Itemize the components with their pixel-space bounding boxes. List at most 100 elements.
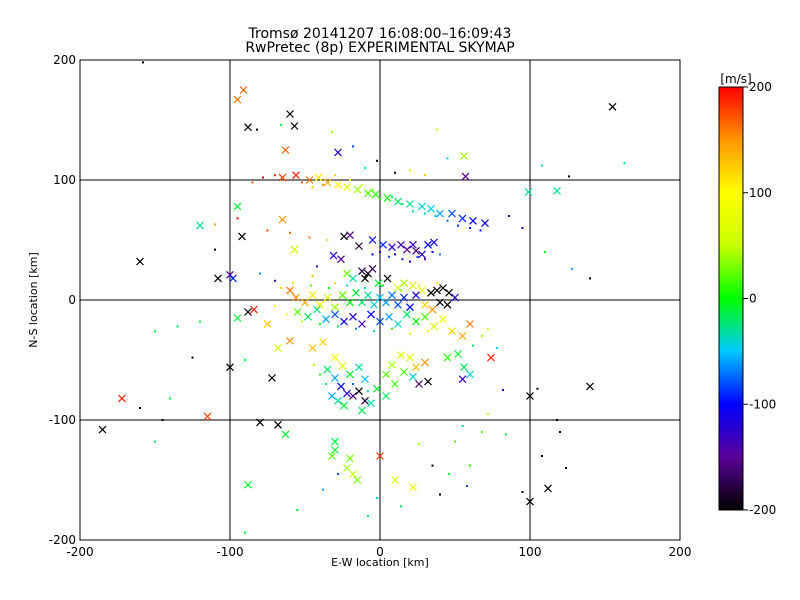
data-point-cross [334, 396, 342, 405]
data-point-cross [400, 368, 408, 376]
data-point-cross [263, 320, 272, 328]
data-point-cross [239, 86, 248, 94]
data-point-dot [301, 181, 303, 184]
data-point-cross [487, 353, 495, 362]
data-point-cross [328, 392, 336, 400]
data-point-cross [448, 327, 456, 336]
data-point-cross [274, 344, 282, 352]
data-point-cross [323, 178, 332, 187]
data-point-dot [274, 174, 276, 177]
data-point-cross [382, 298, 390, 307]
data-point-cross [361, 375, 369, 384]
data-point-cross [313, 305, 321, 314]
data-point-dot [334, 282, 336, 285]
data-point-cross [445, 288, 453, 297]
data-point-dot [568, 175, 570, 178]
data-point-dot [367, 515, 369, 517]
data-point-cross [229, 274, 237, 283]
data-point-cross [427, 204, 435, 213]
data-point-cross [443, 300, 452, 309]
data-point-dot [296, 509, 299, 511]
data-point-cross [376, 317, 384, 326]
data-point-cross [118, 394, 126, 403]
data-point-cross [244, 308, 252, 316]
colorbar-tick-label: -200 [749, 503, 776, 517]
data-point-dot [466, 485, 468, 487]
data-point-cross [353, 476, 362, 484]
data-point-dot [319, 323, 321, 325]
y-tick-label: 100 [53, 173, 76, 187]
data-point-cross [334, 180, 342, 189]
data-point-dot [544, 251, 546, 253]
data-point-dot [391, 327, 393, 330]
data-point-dot [481, 335, 483, 337]
data-point-dot [409, 332, 411, 335]
data-point-cross [553, 186, 561, 195]
x-tick-label: 100 [519, 545, 542, 559]
x-tick-label: 0 [376, 545, 384, 559]
data-point-cross [286, 286, 294, 295]
data-point-cross [370, 300, 378, 309]
data-point-cross [331, 310, 339, 319]
data-point-dot [361, 183, 363, 186]
data-point-dot [169, 397, 171, 400]
data-point-dot [289, 231, 291, 234]
data-point-cross [383, 194, 392, 202]
data-point-cross [403, 245, 411, 254]
x-tick-label: -200 [66, 545, 93, 559]
data-point-cross [394, 300, 402, 309]
data-point-cross [250, 305, 258, 314]
data-point-cross [244, 480, 252, 489]
data-point-cross [397, 240, 405, 249]
data-point-cross [361, 396, 369, 405]
data-point-dot [154, 440, 156, 443]
data-point-cross [329, 251, 338, 260]
data-point-cross [364, 189, 372, 198]
data-point-dot [461, 425, 464, 427]
data-point-dot [400, 289, 402, 292]
data-point-cross [358, 406, 366, 415]
data-point-cross [526, 497, 534, 506]
data-point-dot [214, 248, 216, 251]
data-point-cross [409, 483, 417, 492]
data-point-dot [251, 181, 254, 184]
data-point-cross [367, 399, 375, 408]
data-point-dot [436, 128, 438, 131]
data-point-cross [343, 389, 351, 398]
data-point-cross [233, 314, 242, 322]
data-point-dot [371, 253, 374, 256]
data-point-cross [458, 375, 467, 384]
data-point-cross [374, 279, 383, 288]
data-point-dot [244, 531, 246, 534]
data-point-cross [451, 293, 459, 302]
data-point-cross [233, 202, 242, 211]
data-point-dot [349, 179, 351, 181]
data-point-dot [556, 419, 558, 421]
data-point-cross [406, 200, 414, 208]
data-point-cross [319, 338, 327, 346]
data-point-cross [343, 183, 351, 192]
data-point-cross [340, 401, 348, 410]
data-point-cross [323, 365, 332, 374]
data-point-cross [196, 221, 204, 230]
data-point-cross [439, 315, 447, 324]
data-point-cross [355, 363, 363, 372]
data-point-dot [391, 195, 393, 198]
data-point-cross [388, 291, 396, 300]
data-point-dot [439, 253, 441, 256]
data-point-cross [233, 95, 242, 104]
data-point-cross [409, 281, 417, 290]
data-points [98, 61, 626, 534]
data-point-dot [376, 159, 378, 162]
data-point-cross [460, 363, 468, 372]
data-point-cross [203, 412, 212, 421]
data-point-cross [349, 274, 357, 283]
data-point-cross [382, 370, 390, 379]
x-tick-label: 200 [669, 545, 692, 559]
data-point-cross [292, 293, 300, 302]
data-point-dot [401, 258, 404, 261]
data-point-cross [334, 148, 342, 157]
data-point-cross [316, 300, 324, 309]
data-point-cross [406, 353, 414, 362]
data-point-cross [352, 288, 360, 297]
